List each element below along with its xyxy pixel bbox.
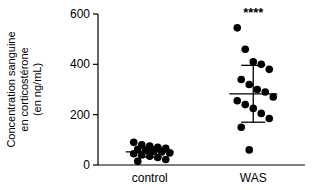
data-point	[265, 115, 273, 123]
y-axis-label: Concentration sanguineen corticostérone(…	[5, 31, 43, 147]
data-point	[265, 66, 273, 74]
data-point	[130, 139, 138, 147]
data-point	[233, 97, 241, 105]
x-axis	[98, 164, 305, 165]
data-point	[245, 81, 253, 89]
error-cap	[241, 122, 265, 123]
data-point	[233, 24, 241, 32]
data-point	[241, 101, 249, 109]
data-point	[162, 156, 170, 164]
y-tick	[93, 13, 98, 14]
data-point	[134, 157, 142, 165]
data-point	[253, 86, 261, 94]
data-point	[237, 76, 245, 84]
chart-container: 0 200 400 600 control WAS Concentration sangui…	[0, 0, 320, 190]
data-point	[245, 146, 253, 154]
data-point	[237, 123, 245, 131]
y-tick-label: 0	[83, 158, 90, 172]
error-cap	[138, 156, 162, 157]
y-tick	[93, 64, 98, 65]
data-point	[166, 149, 174, 157]
y-axis	[97, 14, 98, 165]
error-cap	[241, 65, 265, 66]
y-tick-label: 200	[70, 108, 90, 122]
y-tick	[93, 114, 98, 115]
data-point	[249, 58, 257, 66]
data-point	[257, 110, 265, 118]
data-point	[130, 150, 138, 158]
x-tick-label: WAS	[240, 171, 267, 185]
x-tick-label: control	[132, 171, 168, 185]
plot-area	[126, 24, 278, 165]
error-bar	[253, 65, 254, 122]
significance-annotation: ****	[243, 5, 264, 20]
data-point	[261, 88, 269, 96]
y-axis-label-line: Concentration sanguine	[5, 31, 17, 147]
y-axis-label-line: en corticostérone	[18, 47, 30, 131]
error-cap	[138, 146, 162, 147]
error-bar	[149, 147, 150, 157]
data-point	[241, 45, 249, 53]
y-tick-label: 600	[70, 7, 90, 21]
data-point	[257, 61, 265, 69]
y-tick-label: 400	[70, 57, 90, 71]
y-tick	[93, 164, 98, 165]
chart-svg: 0 200 400 600 control WAS Concentration sangui…	[0, 0, 320, 190]
y-axis-label-line: (en ng/mL)	[31, 63, 43, 116]
